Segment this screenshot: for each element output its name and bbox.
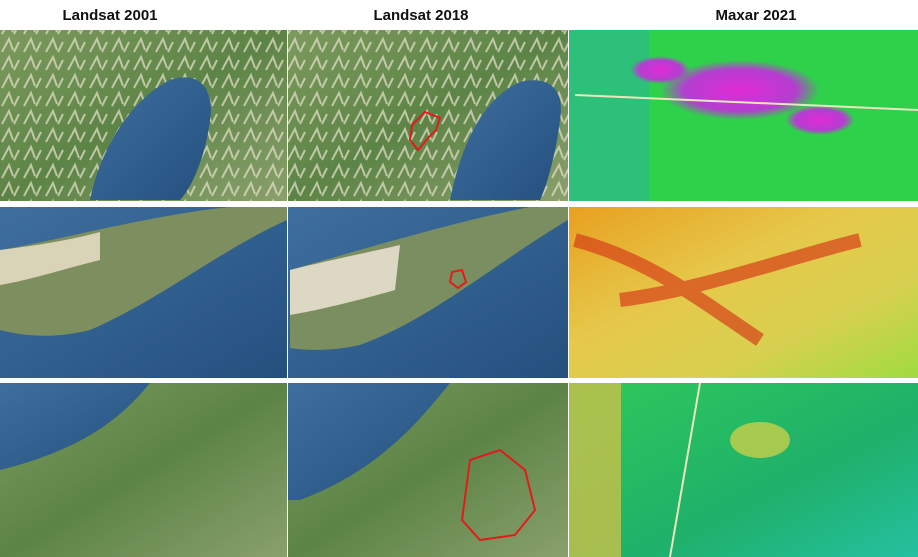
- panel-row-3: [0, 382, 918, 557]
- column-header: Maxar 2021: [716, 7, 797, 24]
- panel-row-1: [0, 30, 918, 201]
- column-header: Landsat 2001: [62, 7, 157, 24]
- panel-row-2: [0, 207, 918, 378]
- column-header: Landsat 2018: [373, 7, 468, 24]
